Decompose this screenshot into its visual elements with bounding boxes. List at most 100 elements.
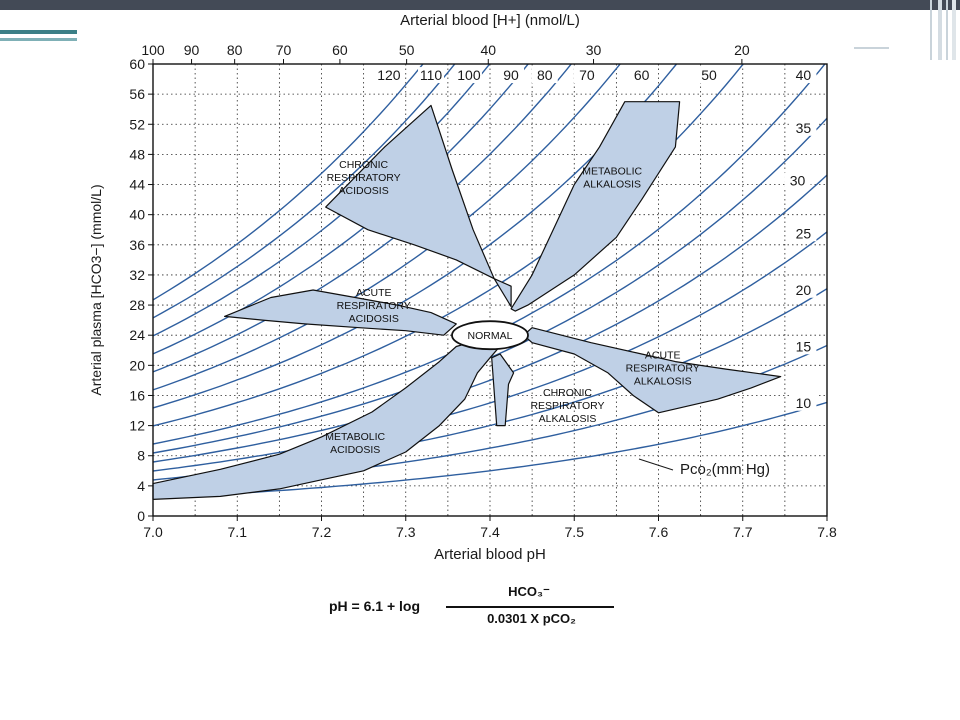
isobar-label-bg [498, 67, 525, 84]
isobar-line [153, 64, 678, 409]
isobar-line [153, 64, 456, 319]
region-shape [523, 327, 782, 414]
y-tick-label: 44 [129, 177, 145, 193]
isobar-value-label: 40 [796, 67, 812, 83]
region-label: ALKALOSIS [539, 413, 597, 425]
isobar-value-label: 15 [796, 338, 812, 354]
top-tick-label: 70 [276, 42, 292, 58]
region-shape [510, 101, 681, 312]
isobar-value-label: 60 [634, 67, 650, 83]
x-tick-label: 7.5 [565, 524, 585, 540]
isobar-label-bg [790, 67, 817, 84]
y-tick-label: 52 [129, 116, 145, 132]
y-tick-label: 8 [137, 448, 145, 464]
isobar-line [153, 64, 530, 355]
isobar-label-bg [790, 119, 817, 136]
isobar-line [153, 64, 573, 373]
region-label: RESPIRATORY [327, 172, 401, 184]
top-tick-label: 30 [586, 42, 602, 58]
y-tick-label: 56 [129, 86, 145, 102]
isobar-label-bg [790, 338, 817, 355]
isobar-value-label: 35 [796, 120, 812, 136]
region-label: CHRONIC [339, 159, 388, 171]
isobar-line [153, 231, 827, 472]
region-label: ACIDOSIS [349, 313, 399, 325]
isobar-label-bg [790, 281, 817, 298]
isobar-value-label: 110 [420, 67, 443, 83]
normal-region-ellipse [451, 320, 529, 351]
isobar-label-bg [784, 172, 811, 189]
formula-fraction-line [446, 606, 614, 608]
isobar-label-bg [375, 67, 402, 84]
top-tick-label: 50 [399, 42, 415, 58]
henderson-hasselbalch-formula: pH = 6.1 + log HCO₃⁻ 0.0301 X pCO₂ [329, 584, 617, 636]
x-tick-label: 7.3 [396, 524, 416, 540]
y-tick-label: 20 [129, 357, 145, 373]
pco2-pointer-line [638, 458, 674, 471]
region-shape [152, 336, 508, 500]
region-label: RESPIRATORY [626, 362, 700, 374]
region-label: ACUTE [356, 287, 392, 299]
top-tick-label: 90 [184, 42, 200, 58]
isobar-line [153, 64, 491, 337]
isobar-line [153, 174, 827, 463]
normal-label: NORMAL [468, 330, 513, 342]
x-tick-label: 7.7 [733, 524, 753, 540]
region-label: ALKALOSIS [634, 375, 692, 387]
y-tick-label: 36 [129, 237, 145, 253]
region-label: ACIDOSIS [339, 185, 389, 197]
formula-numerator: HCO₃⁻ [508, 584, 550, 599]
y-tick-label: 12 [129, 418, 145, 434]
isobar-value-label: 80 [537, 67, 553, 83]
y-tick-label: 40 [129, 207, 145, 223]
region-shape [224, 289, 457, 336]
isobar-value-label: 20 [796, 282, 812, 298]
slide-decoration [0, 0, 956, 60]
y-axis-title: Arterial plasma [HCO3−] (mmol/L) [88, 184, 104, 395]
x-tick-label: 7.8 [817, 524, 837, 540]
y-tick-label: 16 [129, 387, 145, 403]
region-label: METABOLIC [325, 431, 385, 443]
isobar-value-label: 25 [796, 225, 812, 241]
x-tick-label: 7.4 [480, 524, 500, 540]
region-label: ALKALOSIS [583, 178, 641, 190]
y-tick-label: 0 [137, 508, 145, 524]
isobar-label-bg [531, 67, 558, 84]
isobar-value-label: 120 [377, 67, 401, 83]
isobar-value-label: 50 [701, 67, 717, 83]
isobar-label-bg [790, 394, 817, 411]
x-axis-title: Arterial blood pH [434, 546, 546, 563]
y-tick-label: 60 [129, 56, 145, 72]
y-tick-label: 24 [129, 327, 145, 343]
region-label: ACUTE [645, 349, 681, 361]
top-tick-label: 100 [141, 42, 165, 58]
isobar-labels: 120 110 100 90 80 70 60 50 40 35 30 25 20 15 10 [375, 67, 817, 411]
isobar-label-bg [696, 67, 723, 84]
acid-base-regions: CHRONICRESPIRATORYACIDOSISMETABOLICALKAL… [152, 101, 782, 500]
region-label: RESPIRATORY [337, 300, 411, 312]
region-shape [491, 353, 515, 427]
top-tick-label: 60 [332, 42, 348, 58]
formula-denominator: 0.0301 X pCO₂ [487, 611, 576, 626]
isobar-value-label: 70 [579, 67, 595, 83]
top-tick-label: 80 [227, 42, 243, 58]
isobar-line [153, 64, 424, 301]
isobar-value-label: 10 [796, 395, 812, 411]
top-tick-label: 40 [480, 42, 496, 58]
y-tick-label: 48 [129, 146, 145, 162]
isobar-label-bg [418, 67, 445, 84]
x-tick-label: 7.0 [143, 524, 163, 540]
slide-top-band [0, 0, 960, 10]
region-shape [325, 104, 512, 308]
formula-lhs: pH = 6.1 + log [329, 598, 421, 614]
isobar-line [153, 64, 622, 391]
y-tick-label: 28 [129, 297, 145, 313]
isobar-label-bg [455, 67, 482, 84]
region-label: CHRONIC [543, 387, 592, 399]
isobar-label-bg [628, 67, 655, 84]
region-label: METABOLIC [582, 165, 642, 177]
acid-base-nomogram: CHRONICRESPIRATORYACIDOSISMETABOLICALKAL… [88, 12, 837, 563]
y-tick-label: 32 [129, 267, 145, 283]
isobar-value-label: 30 [790, 173, 806, 189]
top-tick-label: 20 [734, 42, 750, 58]
